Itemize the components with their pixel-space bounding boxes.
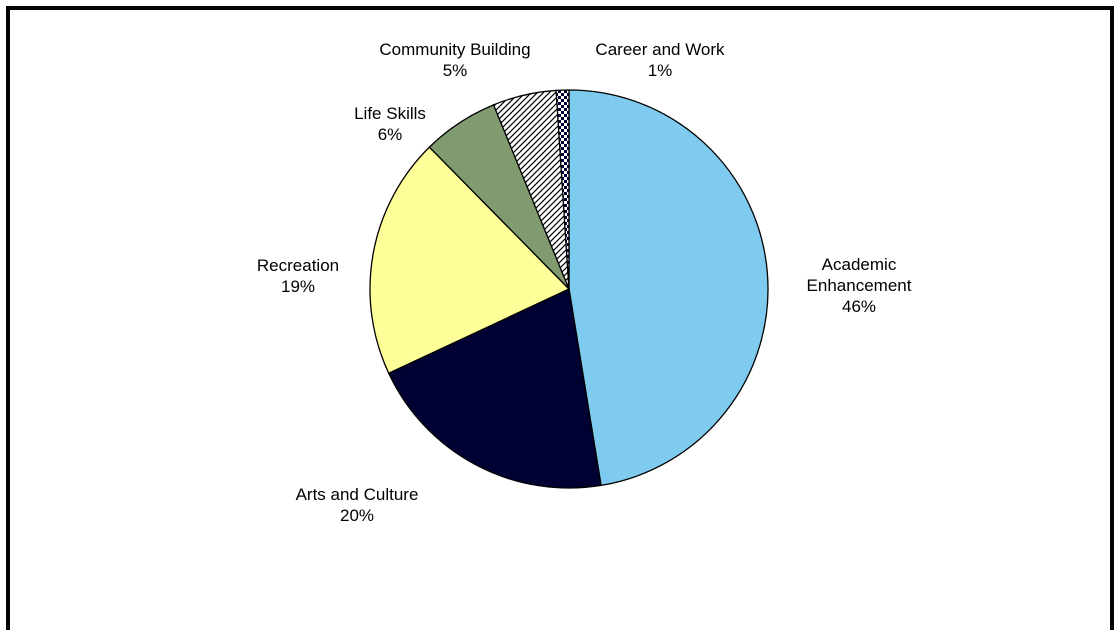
pie-slice-academic-enhancement (568, 89, 769, 487)
pie-slice-arts-and-culture (387, 288, 602, 489)
pie-label-community-building: Community Building 5% (379, 40, 530, 80)
pie-slices (369, 89, 769, 489)
pie-slice-career-and-work (555, 89, 570, 290)
chart-border (6, 6, 1114, 630)
pie-labels: Academic Enhancement 46% Arts and Culture 20… (257, 40, 912, 525)
pie-label-arts-and-culture: Arts and Culture 20% (296, 485, 419, 525)
pie-label-life-skills: Life Skills 6% (354, 104, 426, 144)
pie-label-recreation: Recreation 19% (257, 256, 339, 296)
pie-slice-recreation (369, 146, 571, 375)
pie-label-academic-enhancement: Academic Enhancement 46% (807, 255, 912, 316)
pie-label-career-and-work: Career and Work 1% (595, 40, 725, 80)
